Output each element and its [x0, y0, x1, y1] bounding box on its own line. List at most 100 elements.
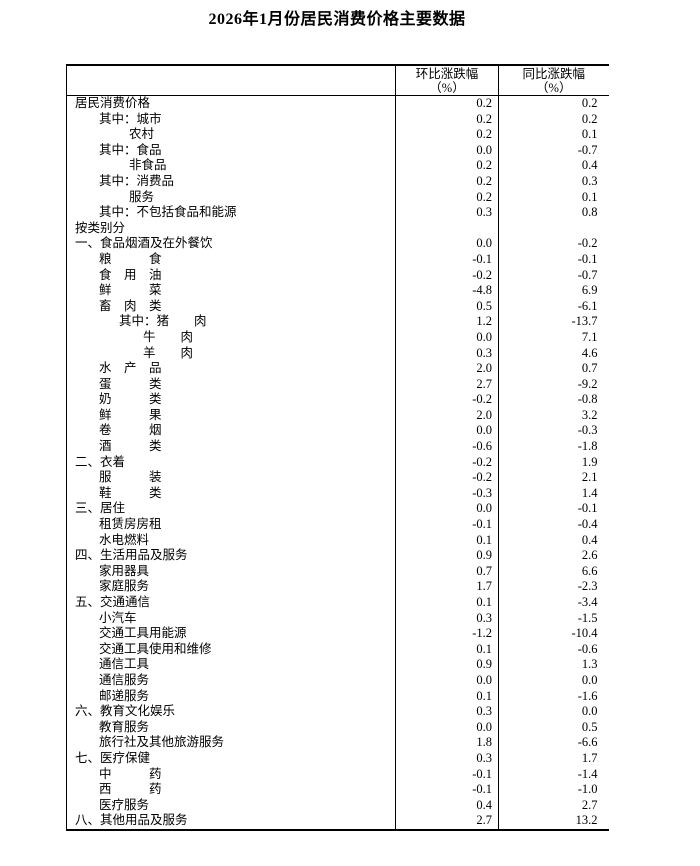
- mom-value: -0.2: [395, 392, 499, 408]
- row-label: 水 产 品: [99, 361, 162, 376]
- yoy-value: 0.5: [498, 719, 609, 736]
- mom-value: -0.2: [395, 470, 499, 486]
- mom-value: -0.6: [395, 439, 499, 455]
- row-label: 其中：食品: [99, 142, 162, 157]
- table-row: 八、其他用品及服务 2.7 13.2: [67, 813, 609, 830]
- yoy-value: 6.9: [498, 283, 609, 299]
- yoy-value: 0.8: [498, 205, 609, 221]
- row-label: 居民消费价格: [75, 96, 151, 110]
- cpi-data-table: 环比涨跌幅 （%） 同比涨跌幅 （%） 居民消费价格 0.2 0.2 其中：城市 0.2…: [66, 64, 609, 831]
- row-label: 西 药: [99, 782, 162, 797]
- table-row: 居民消费价格 0.2 0.2: [67, 95, 609, 112]
- row-label: 六、教育文化娱乐: [75, 704, 176, 719]
- mom-value: 0.2: [395, 189, 499, 206]
- row-label: 一、食品烟酒及在外餐饮: [75, 236, 213, 251]
- mom-value: 0.0: [395, 142, 499, 159]
- mom-value: -0.2: [395, 267, 499, 284]
- yoy-value: 0.2: [498, 111, 609, 128]
- table-row: 通信服务 0.0 0.0: [67, 672, 609, 689]
- table-row: 家用器具 0.7 6.6: [67, 563, 609, 580]
- row-label: 交通工具用能源: [99, 626, 187, 641]
- mom-value: -1.2: [395, 626, 499, 642]
- row-label: 中 药: [99, 766, 162, 781]
- mom-value: 0.4: [395, 797, 499, 814]
- table-row: 交通工具使用和维修 0.1 -0.6: [67, 641, 609, 658]
- row-label: 小汽车: [99, 610, 137, 625]
- table-row: 按类别分: [67, 220, 609, 237]
- yoy-value: 0.1: [498, 189, 609, 206]
- row-label: 蛋 类: [99, 376, 162, 391]
- mom-value: -0.2: [395, 454, 499, 471]
- mom-value: 2.0: [395, 407, 499, 424]
- yoy-value: 4.6: [498, 345, 609, 362]
- row-label: 三、居住: [75, 501, 126, 516]
- row-label: 水电燃料: [99, 532, 150, 547]
- table-row: 其中：城市 0.2 0.2: [67, 111, 609, 128]
- table-row: 三、居住 0.0 -0.1: [67, 501, 609, 518]
- table-row: 鞋 类 -0.3 1.4: [67, 485, 609, 502]
- row-label: 服 装: [99, 470, 162, 485]
- row-label: 食 用 油: [99, 267, 162, 282]
- table-row: 蛋 类 2.7 -9.2: [67, 376, 609, 393]
- row-label: 旅行社及其他旅游服务: [99, 735, 225, 750]
- mom-value: 2.7: [395, 813, 499, 830]
- yoy-value: -0.1: [498, 251, 609, 268]
- table-header: 环比涨跌幅 （%） 同比涨跌幅 （%）: [66, 65, 609, 96]
- yoy-value: 0.2: [498, 95, 609, 112]
- table-row: 鲜 果 2.0 3.2: [67, 407, 609, 424]
- mom-value: 0.1: [395, 641, 499, 658]
- yoy-value: -0.7: [498, 142, 609, 159]
- yoy-value: 2.1: [498, 470, 609, 486]
- mom-value: 0.1: [395, 688, 499, 705]
- mom-value: 0.0: [395, 719, 499, 736]
- yoy-value: 2.6: [498, 548, 609, 564]
- mom-value: 0.5: [395, 298, 499, 315]
- mom-value: 0.2: [395, 173, 499, 190]
- row-label: 其中：猪 肉: [119, 314, 207, 329]
- table-row: 四、生活用品及服务 0.9 2.6: [67, 548, 609, 564]
- row-label: 鞋 类: [99, 485, 162, 500]
- table-row: 其中：猪 肉 1.2 -13.7: [67, 314, 609, 330]
- yoy-value: -1.0: [498, 782, 609, 798]
- mom-value: 0.9: [395, 657, 499, 673]
- row-label: 家用器具: [99, 563, 150, 578]
- row-label: 羊 肉: [143, 345, 194, 360]
- yoy-value: 1.7: [498, 750, 609, 767]
- yoy-value: -1.5: [498, 610, 609, 627]
- mom-value: [395, 220, 499, 237]
- yoy-value: -3.4: [498, 595, 609, 611]
- table-row: 服务 0.2 0.1: [67, 189, 609, 206]
- yoy-value: -0.8: [498, 392, 609, 408]
- table-row: 旅行社及其他旅游服务 1.8 -6.6: [67, 735, 609, 751]
- row-label: 粮 食: [99, 251, 162, 266]
- yoy-value: 2.7: [498, 797, 609, 814]
- row-label: 租赁房房租: [99, 517, 162, 532]
- table-row: 邮递服务 0.1 -1.6: [67, 688, 609, 705]
- table-row: 服 装 -0.2 2.1: [67, 470, 609, 486]
- table-row: 羊 肉 0.3 4.6: [67, 345, 609, 362]
- table-row: 畜 肉 类 0.5 -6.1: [67, 298, 609, 315]
- yoy-value: -6.1: [498, 298, 609, 315]
- table-row: 七、医疗保健 0.3 1.7: [67, 750, 609, 767]
- row-label: 酒 类: [99, 439, 162, 454]
- yoy-value: -0.3: [498, 423, 609, 440]
- row-label: 教育服务: [99, 719, 150, 734]
- yoy-value: -0.7: [498, 267, 609, 284]
- mom-value: -0.1: [395, 251, 499, 268]
- yoy-value: 0.1: [498, 127, 609, 143]
- mom-value: 0.0: [395, 329, 499, 346]
- yoy-value: -9.2: [498, 376, 609, 393]
- table-row: 农村 0.2 0.1: [67, 127, 609, 143]
- mom-value: 0.0: [395, 672, 499, 689]
- yoy-value: -0.2: [498, 236, 609, 252]
- table-row: 五、交通通信 0.1 -3.4: [67, 595, 609, 611]
- row-label: 邮递服务: [99, 688, 150, 703]
- col-header-mom-title: 环比涨跌幅: [415, 66, 479, 81]
- mom-value: 0.3: [395, 750, 499, 767]
- yoy-value: -10.4: [498, 626, 609, 642]
- header-row: 环比涨跌幅 （%） 同比涨跌幅 （%）: [66, 65, 609, 96]
- yoy-value: 13.2: [498, 813, 609, 830]
- row-label: 医疗服务: [99, 797, 150, 812]
- table-row: 其中：不包括食品和能源 0.3 0.8: [67, 205, 609, 221]
- row-label: 四、生活用品及服务: [75, 548, 188, 563]
